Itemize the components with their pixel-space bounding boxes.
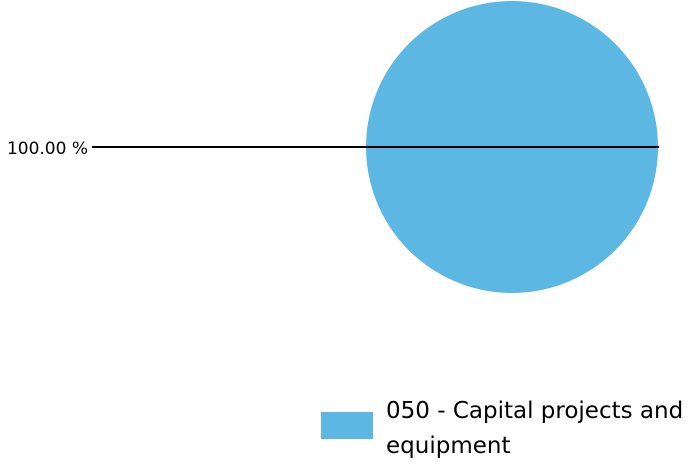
legend-label-050-capital-projects: 050 - Capital projects and equipment	[386, 398, 684, 459]
legend: 050 - Capital projects and equipment	[321, 394, 692, 464]
data-label-050-capital-projects: 100.00 %	[7, 139, 88, 159]
legend-swatch-050-capital-projects	[321, 412, 373, 439]
